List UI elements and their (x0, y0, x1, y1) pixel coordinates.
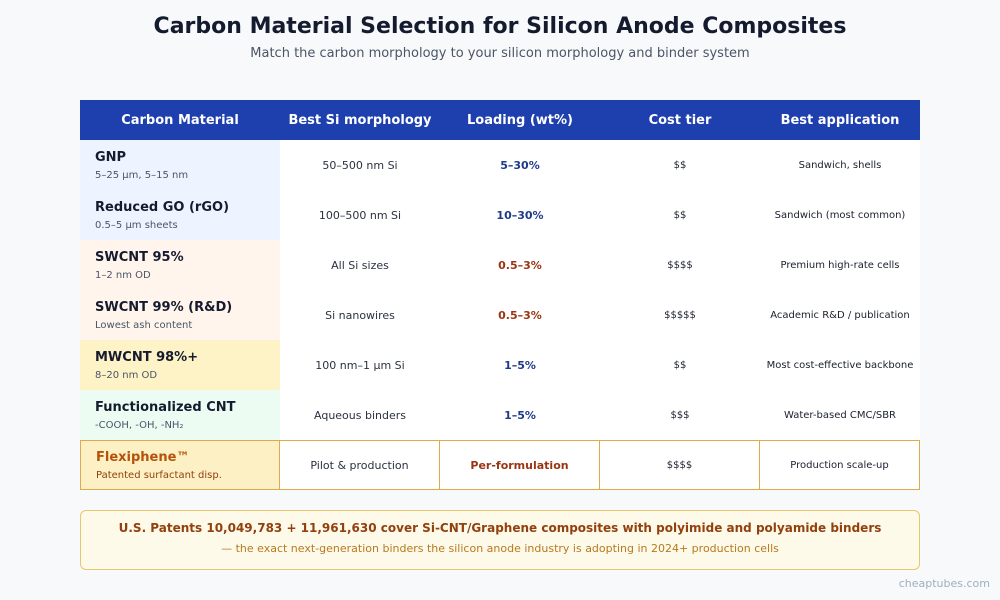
application-cell: Premium high-rate cells (760, 240, 920, 290)
si-morphology-cell: All Si sizes (280, 240, 440, 290)
column-header-carbon-material: Carbon Material (121, 112, 239, 128)
material-cell: GNP 5–25 µm, 5–15 nm (80, 140, 280, 190)
material-name: MWCNT 98%+ (95, 349, 199, 365)
table-row: GNP 5–25 µm, 5–15 nm 50–500 nm Si 5–30% … (80, 140, 920, 190)
cost-tier-cell: $$ (600, 340, 760, 390)
patent-callout: U.S. Patents 10,049,783 + 11,961,630 cov… (80, 510, 920, 570)
material-name: SWCNT 99% (R&D) (95, 299, 233, 315)
cost-tier-cell: $$$$$ (600, 290, 760, 340)
material-spec: 5–25 µm, 5–15 nm (95, 169, 189, 181)
material-spec: 8–20 nm OD (95, 369, 158, 381)
application-cell: Most cost-effective backbone (760, 340, 920, 390)
patent-subtext: — the exact next-generation binders the … (221, 542, 779, 555)
si-morphology-cell: Si nanowires (280, 290, 440, 340)
material-spec: 0.5–5 µm sheets (95, 219, 178, 231)
watermark: cheaptubes.com (898, 577, 990, 590)
page-subtitle: Match the carbon morphology to your sili… (250, 46, 750, 61)
cost-tier-cell: $$$$ (600, 240, 760, 290)
material-cell: Flexiphene™ Patented surfactant disp. (81, 441, 280, 489)
loading-cell: 5–30% (440, 140, 600, 190)
material-name: SWCNT 95% (95, 249, 184, 265)
application-cell: Sandwich, shells (760, 140, 920, 190)
material-spec: 1–2 nm OD (95, 269, 151, 281)
si-morphology-cell: 100–500 nm Si (280, 190, 440, 240)
loading-cell: 1–5% (440, 390, 600, 440)
loading-cell: 0.5–3% (440, 240, 600, 290)
table-row: Reduced GO (rGO) 0.5–5 µm sheets 100–500… (80, 190, 920, 240)
cost-tier-cell: $$$ (600, 390, 760, 440)
material-spec: -COOH, -OH, -NH₂ (95, 419, 184, 431)
column-header-si-morphology: Best Si morphology (288, 112, 432, 128)
loading-cell: 10–30% (440, 190, 600, 240)
table-row: MWCNT 98%+ 8–20 nm OD 100 nm–1 µm Si 1–5… (80, 340, 920, 390)
material-cell: SWCNT 99% (R&D) Lowest ash content (80, 290, 280, 340)
material-cell: Reduced GO (rGO) 0.5–5 µm sheets (80, 190, 280, 240)
loading-cell: Per-formulation (440, 441, 600, 489)
cost-tier-cell: $$ (600, 140, 760, 190)
column-header-application: Best application (780, 112, 900, 128)
material-cell: MWCNT 98%+ 8–20 nm OD (80, 340, 280, 390)
comparison-table: Carbon Material Best Si morphology Loadi… (80, 100, 920, 490)
material-cell: SWCNT 95% 1–2 nm OD (80, 240, 280, 290)
material-cell: Functionalized CNT -COOH, -OH, -NH₂ (80, 390, 280, 440)
table-row: SWCNT 95% 1–2 nm OD All Si sizes 0.5–3% … (80, 240, 920, 290)
table-row: SWCNT 99% (R&D) Lowest ash content Si na… (80, 290, 920, 340)
application-cell: Production scale-up (760, 441, 919, 489)
table-body: GNP 5–25 µm, 5–15 nm 50–500 nm Si 5–30% … (80, 140, 920, 490)
material-name: Reduced GO (rGO) (95, 199, 230, 215)
si-morphology-cell: 100 nm–1 µm Si (280, 340, 440, 390)
si-morphology-cell: Pilot & production (280, 441, 440, 489)
material-name: Functionalized CNT (95, 399, 236, 415)
table-header: Carbon Material Best Si morphology Loadi… (80, 100, 920, 140)
si-morphology-cell: Aqueous binders (280, 390, 440, 440)
patent-text: U.S. Patents 10,049,783 + 11,961,630 cov… (118, 521, 882, 535)
column-header-loading: Loading (wt%) (467, 112, 573, 128)
material-spec: Patented surfactant disp. (96, 469, 222, 481)
application-cell: Sandwich (most common) (760, 190, 920, 240)
cost-tier-cell: $$ (600, 190, 760, 240)
si-morphology-cell: 50–500 nm Si (280, 140, 440, 190)
loading-cell: 0.5–3% (440, 290, 600, 340)
application-cell: Academic R&D / publication (760, 290, 920, 340)
material-name: Flexiphene™ (96, 449, 190, 465)
material-name: GNP (95, 149, 127, 165)
loading-cell: 1–5% (440, 340, 600, 390)
application-cell: Water-based CMC/SBR (760, 390, 920, 440)
cost-tier-cell: $$$$ (600, 441, 760, 489)
table-row: Functionalized CNT -COOH, -OH, -NH₂ Aque… (80, 390, 920, 440)
column-header-cost-tier: Cost tier (648, 112, 712, 128)
material-spec: Lowest ash content (95, 319, 193, 331)
highlighted-table-row: Flexiphene™ Patented surfactant disp. Pi… (80, 440, 920, 490)
page-title: Carbon Material Selection for Silicon An… (153, 14, 847, 39)
